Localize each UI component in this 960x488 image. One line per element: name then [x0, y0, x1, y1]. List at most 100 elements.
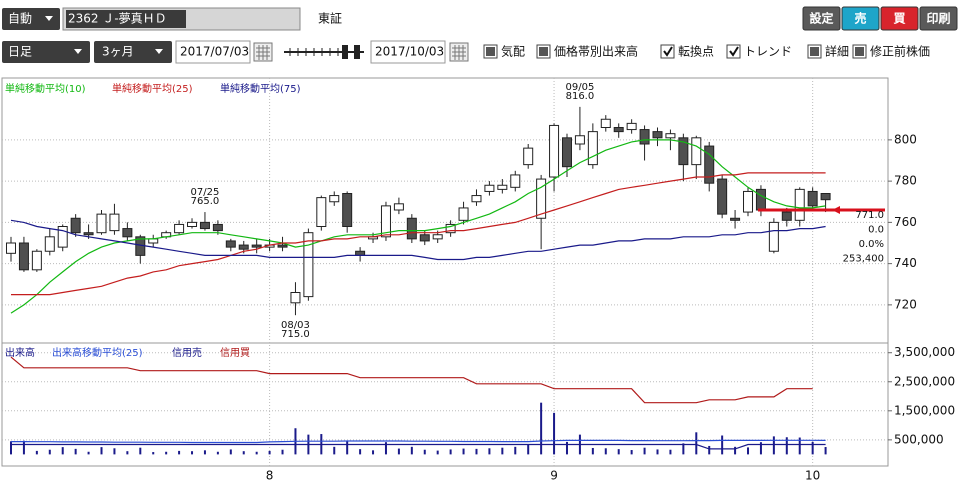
mode-dropdown[interactable]: 自動	[2, 8, 60, 30]
slider-ticks	[289, 48, 339, 56]
candle-body	[755, 188, 766, 211]
candle-body	[225, 240, 236, 248]
candle-body	[122, 228, 133, 238]
volume-bar	[514, 446, 517, 455]
volume-bar	[811, 441, 814, 455]
volume-bar	[178, 450, 181, 455]
volume-bar	[565, 441, 568, 455]
volume-bar	[798, 437, 801, 455]
x-tick-label: 9	[550, 469, 558, 483]
moving-average-line	[11, 172, 826, 296]
candle-body	[820, 193, 831, 201]
volume-bar	[48, 449, 51, 455]
symbol-text: 2362 Ｊ-夢真ＨＤ	[68, 12, 167, 26]
volume-bar	[359, 449, 362, 455]
calendar-icon[interactable]	[253, 42, 273, 62]
range-dropdown[interactable]: 3ヶ月	[94, 41, 172, 63]
volume-bar	[203, 450, 206, 455]
candle-body	[536, 178, 547, 219]
option[interactable]: 気配	[483, 44, 525, 59]
volume-line	[11, 439, 826, 444]
volume-bar	[540, 402, 543, 455]
toolbar-button[interactable]: 売	[841, 6, 880, 31]
range-slider[interactable]	[284, 45, 364, 59]
volume-bar	[229, 449, 232, 455]
checkbox-fill	[855, 47, 864, 56]
checkbox-fill	[810, 47, 819, 56]
volume-bar	[591, 447, 594, 455]
button-box	[880, 6, 919, 31]
moving-average-line	[10, 139, 826, 314]
annotation-date: 07/25	[191, 187, 220, 198]
volume-line	[10, 356, 813, 404]
candle-body	[639, 129, 650, 145]
volume-bar	[708, 445, 711, 455]
legend-entry: 信用買	[220, 347, 250, 359]
dropdown-arrow	[45, 16, 53, 21]
start-date-input[interactable]: 2017/07/03	[175, 40, 251, 64]
volume-bar	[384, 442, 387, 455]
legend-entry: 信用売	[172, 346, 202, 359]
candle-body	[44, 236, 55, 252]
option[interactable]: 修正前株価	[852, 44, 930, 59]
candle-body	[678, 137, 689, 166]
annotation-date: 08/03	[281, 320, 310, 331]
symbol-input[interactable]: 2362 Ｊ-夢真ＨＤ	[62, 7, 301, 31]
option[interactable]: トレンド	[726, 44, 792, 59]
option-label: 修正前株価	[870, 44, 930, 59]
dropdown-box	[94, 41, 172, 63]
summary-change-pct: 0.0%	[859, 239, 884, 250]
x-tick-label: 10	[805, 469, 820, 483]
period-dropdown[interactable]: 日足	[2, 41, 90, 63]
volume-bar	[22, 440, 25, 455]
option-label: 価格帯別出来高	[554, 44, 638, 59]
toolbar-button[interactable]: 印刷	[919, 6, 958, 31]
volume-bar	[191, 451, 194, 455]
toolbar-button[interactable]: 設定	[802, 6, 841, 31]
y-tick-label: 720	[894, 297, 917, 311]
candle-body	[807, 190, 818, 207]
volume-bar	[772, 436, 775, 455]
candle-body	[96, 213, 107, 234]
candle-body	[187, 221, 198, 227]
moving-average-line	[10, 219, 826, 261]
candle-body	[380, 205, 391, 238]
candle-body	[523, 147, 534, 166]
calendar-icon[interactable]	[449, 42, 469, 62]
candle-body	[31, 250, 42, 271]
option[interactable]: 詳細	[807, 44, 849, 59]
candle-body	[109, 213, 120, 232]
option-label: トレンド	[744, 45, 792, 59]
option[interactable]: 転換点	[660, 44, 714, 59]
slider-knob	[342, 45, 348, 59]
volume-bar	[61, 447, 64, 455]
candle-body	[484, 184, 495, 192]
volume-bar	[643, 447, 646, 455]
button-label: 設定	[809, 11, 833, 26]
toolbar-button[interactable]: 買	[880, 6, 919, 31]
calendar-grid	[256, 45, 270, 60]
volume-line	[11, 443, 826, 450]
y-tick-label: 800	[894, 132, 917, 146]
button-label: 印刷	[926, 12, 950, 26]
mode-label: 自動	[8, 12, 32, 26]
end-date-input[interactable]: 2017/10/03	[370, 40, 446, 64]
input-box	[175, 40, 251, 64]
volume-bar	[113, 448, 116, 455]
legend-entry: 単純移動平均(10)	[5, 82, 86, 95]
candle-body	[665, 133, 676, 139]
candle-body	[549, 124, 560, 178]
volume-bar	[333, 446, 336, 455]
start-date: 2017/07/03	[180, 45, 249, 59]
volume-bar	[35, 450, 38, 455]
chart-frame	[1, 77, 889, 467]
candle-body	[174, 223, 185, 234]
button-box	[841, 6, 880, 31]
candle-body	[406, 217, 417, 240]
option-label: 転換点	[678, 45, 714, 59]
volume-bar	[410, 446, 413, 455]
candle-body	[251, 244, 262, 248]
option[interactable]: 価格帯別出来高	[536, 44, 638, 59]
legend-entry: 単純移動平均(25)	[112, 82, 193, 95]
